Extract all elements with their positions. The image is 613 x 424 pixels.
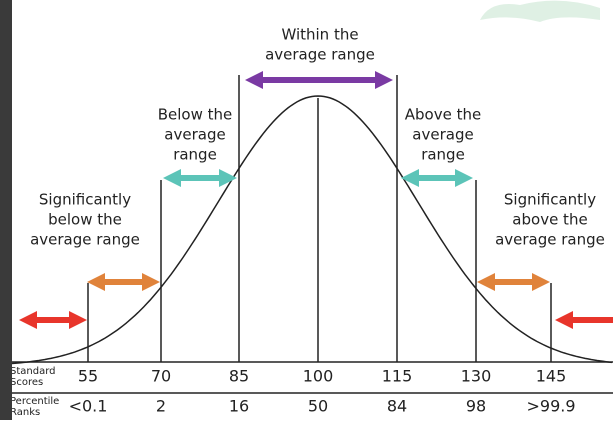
range-label: Significantly: [39, 191, 131, 209]
left-edge: [0, 0, 12, 420]
row-label: Percentile: [10, 396, 59, 407]
range-label: Significantly: [504, 191, 596, 209]
cell: 100: [303, 367, 334, 386]
range-label: average: [412, 126, 473, 144]
cell: 70: [151, 367, 171, 386]
cell: 98: [466, 397, 486, 416]
range-label: average range: [30, 231, 140, 249]
range-label: above the: [512, 211, 587, 229]
range-label: Above the: [405, 106, 481, 124]
row-label: Scores: [10, 377, 43, 388]
bell-curve-diagram: Within the average range Below the average r…: [0, 0, 613, 420]
range-label: below the: [48, 211, 122, 229]
cell: >99.9: [526, 397, 575, 416]
row-label: Standard: [10, 366, 56, 377]
cell: <0.1: [69, 397, 108, 416]
cell: 55: [78, 367, 98, 386]
range-label: range: [421, 146, 465, 164]
cloud: [480, 1, 600, 22]
row-label: Ranks: [10, 407, 40, 418]
cell: 84: [387, 397, 407, 416]
cell: 145: [536, 367, 567, 386]
range-label: average range: [495, 231, 605, 249]
cell: 50: [308, 397, 328, 416]
cell: 2: [156, 397, 166, 416]
cell: 85: [229, 367, 249, 386]
cell: 115: [382, 367, 413, 386]
range-label: average range: [265, 46, 375, 64]
cell: 130: [461, 367, 492, 386]
page: {"ranges": [ {"lines": ["Within the", "a…: [0, 0, 613, 420]
range-label: average: [164, 126, 225, 144]
range-label: Below the: [158, 106, 233, 124]
cell: 16: [229, 397, 249, 416]
range-label: Within the: [281, 26, 358, 44]
range-label: range: [173, 146, 217, 164]
